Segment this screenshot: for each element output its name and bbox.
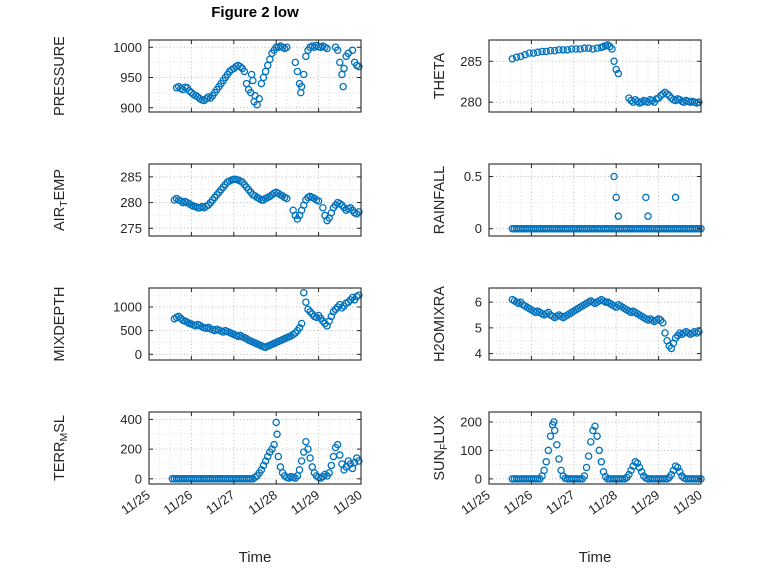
svg-text:MIXDEPTH: MIXDEPTH xyxy=(52,287,68,362)
svg-text:11/29: 11/29 xyxy=(288,487,322,517)
subplot-pressure: 900 950 1000 PRESSURE xyxy=(49,37,369,120)
svg-text:0: 0 xyxy=(135,347,142,362)
subplot-theta: 280 285 THETA xyxy=(389,37,709,120)
svg-text:11/26: 11/26 xyxy=(501,487,535,517)
pressure-axes: 900 950 1000 PRESSURE xyxy=(52,37,363,116)
svg-text:11/30: 11/30 xyxy=(670,487,704,517)
svg-text:11/30: 11/30 xyxy=(330,487,364,517)
svg-text:285: 285 xyxy=(120,169,142,184)
svg-text:11/27: 11/27 xyxy=(203,487,237,517)
air_temp-axes: 275 280 285 AIRTEMP xyxy=(52,163,363,237)
svg-text:11/26: 11/26 xyxy=(161,487,195,517)
mixdepth-axes: 0 500 1000 MIXDEPTH xyxy=(52,287,363,362)
theta-axes: 280 285 THETA xyxy=(432,39,703,113)
svg-text:200: 200 xyxy=(460,414,482,429)
svg-text:AIRTEMP: AIRTEMP xyxy=(52,169,70,231)
subplot-rainfall: 0 0.5 RAINFALL xyxy=(389,161,709,244)
svg-text:0: 0 xyxy=(135,471,142,486)
svg-text:SUNFLUX: SUNFLUX xyxy=(432,415,450,481)
svg-text:950: 950 xyxy=(120,70,142,85)
rainfall-axes: 0 0.5 RAINFALL xyxy=(432,163,705,237)
svg-text:280: 280 xyxy=(460,95,482,110)
svg-text:0: 0 xyxy=(475,471,482,486)
svg-text:0: 0 xyxy=(475,221,482,236)
svg-text:11/27: 11/27 xyxy=(543,487,577,517)
subplot-air_temp: 275 280 285 AIRTEMP xyxy=(49,161,369,244)
svg-text:TERRMSL: TERRMSL xyxy=(52,415,70,481)
svg-text:11/25: 11/25 xyxy=(458,487,492,517)
h2omixra-axes: 4 5 6 H2OMIXRA xyxy=(432,286,703,362)
subplot-mixdepth: 0 500 1000 MIXDEPTH xyxy=(49,285,369,368)
svg-text:1000: 1000 xyxy=(113,40,142,55)
x-axis-label-left: Time xyxy=(238,549,272,566)
svg-text:H2OMIXRA: H2OMIXRA xyxy=(432,286,448,362)
svg-text:280: 280 xyxy=(120,195,142,210)
svg-text:200: 200 xyxy=(120,442,142,457)
svg-text:PRESSURE: PRESSURE xyxy=(52,37,68,116)
svg-text:500: 500 xyxy=(120,323,142,338)
terr_msl-axes: 0 200 400 11/25 11/26 11/27 11/28 11/29 11/30 TER… xyxy=(52,411,365,518)
sun_flux-axes: 0 100 200 11/25 11/26 11/27 11/28 11/29 11/30 SUN… xyxy=(432,411,705,518)
svg-text:11/25: 11/25 xyxy=(118,487,152,517)
svg-text:4: 4 xyxy=(475,346,482,361)
svg-text:1000: 1000 xyxy=(113,299,142,314)
svg-text:11/28: 11/28 xyxy=(245,487,279,517)
svg-text:0.5: 0.5 xyxy=(464,169,482,184)
subplot-terr_msl: 0 200 400 11/25 11/26 11/27 11/28 11/29 11/30 TER… xyxy=(49,409,369,562)
svg-text:100: 100 xyxy=(460,443,482,458)
svg-text:RAINFALL: RAINFALL xyxy=(432,166,448,235)
svg-text:6: 6 xyxy=(475,295,482,310)
figure-title: Figure 2 low xyxy=(211,4,299,21)
x-axis-label-right: Time xyxy=(578,549,612,566)
svg-text:285: 285 xyxy=(460,54,482,69)
svg-text:THETA: THETA xyxy=(432,52,448,99)
svg-text:400: 400 xyxy=(120,412,142,427)
svg-text:11/29: 11/29 xyxy=(628,487,662,517)
subplot-h2omixra: 4 5 6 H2OMIXRA xyxy=(389,285,709,368)
svg-text:900: 900 xyxy=(120,100,142,115)
subplot-sun_flux: 0 100 200 11/25 11/26 11/27 11/28 11/29 11/30 SUN… xyxy=(389,409,709,562)
svg-text:275: 275 xyxy=(120,221,142,236)
svg-text:5: 5 xyxy=(475,320,482,335)
svg-text:11/28: 11/28 xyxy=(585,487,619,517)
